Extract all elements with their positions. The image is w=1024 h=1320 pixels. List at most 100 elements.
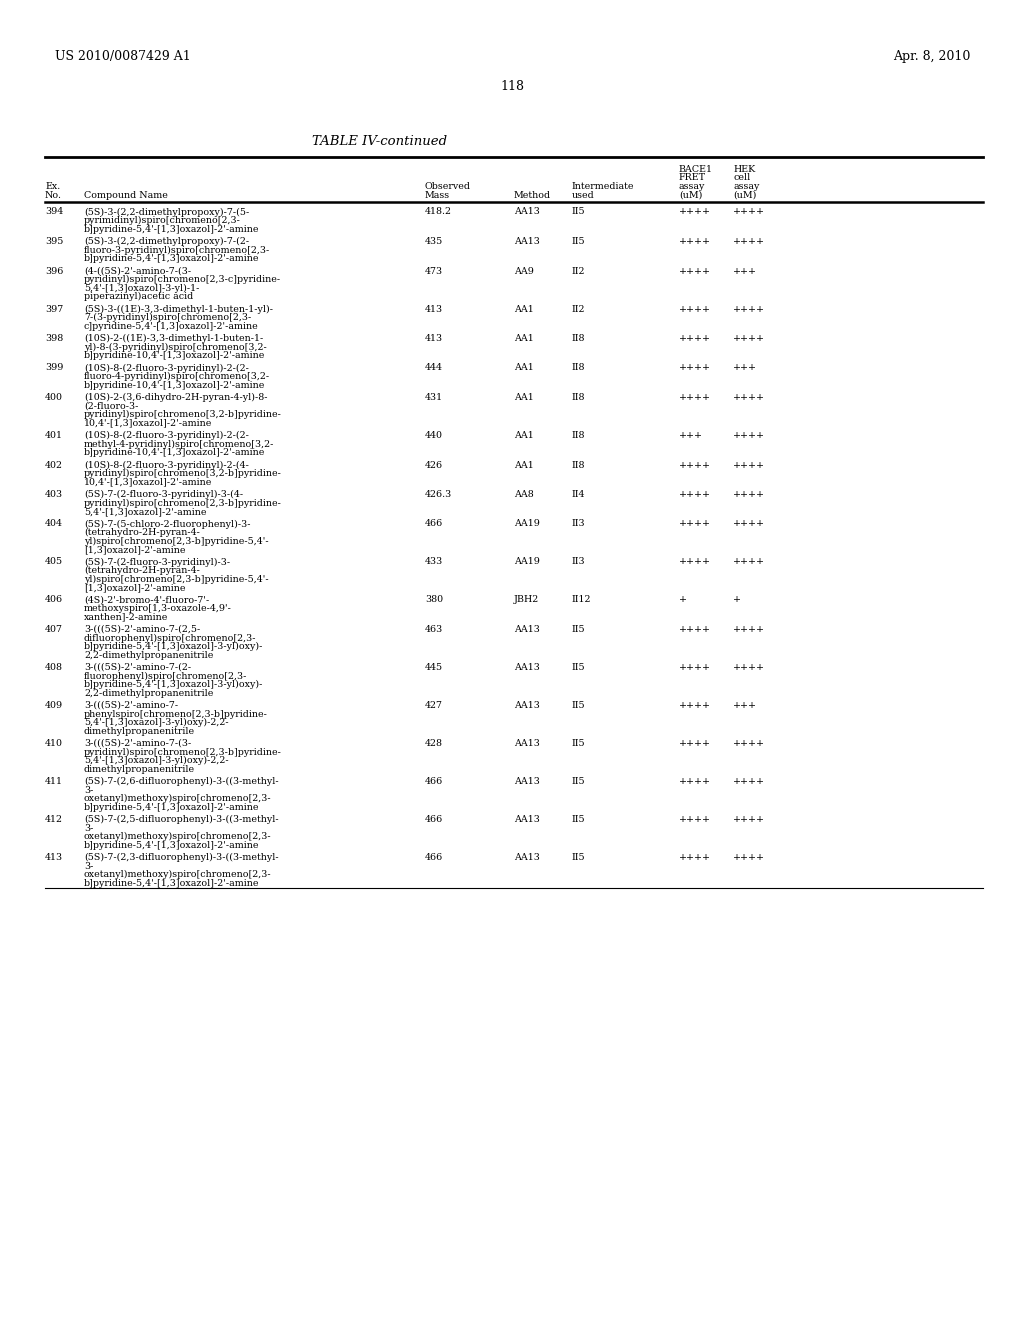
Text: ++++: ++++ xyxy=(733,520,765,528)
Text: assay: assay xyxy=(733,182,760,191)
Text: pyridinyl)spiro[chromeno[3,2-b]pyridine-: pyridinyl)spiro[chromeno[3,2-b]pyridine- xyxy=(84,469,282,478)
Text: yl)-8-(3-pyridinyl)spiro[chromeno[3,2-: yl)-8-(3-pyridinyl)spiro[chromeno[3,2- xyxy=(84,342,266,351)
Text: II5: II5 xyxy=(571,701,585,710)
Text: Intermediate: Intermediate xyxy=(571,182,634,191)
Text: ++++: ++++ xyxy=(679,663,711,672)
Text: II5: II5 xyxy=(571,814,585,824)
Text: 412: 412 xyxy=(45,814,63,824)
Text: 3-: 3- xyxy=(84,785,93,795)
Text: (10S)-2-((1E)-3,3-dimethyl-1-buten-1-: (10S)-2-((1E)-3,3-dimethyl-1-buten-1- xyxy=(84,334,263,343)
Text: Observed: Observed xyxy=(425,182,471,191)
Text: 431: 431 xyxy=(425,393,443,403)
Text: 426: 426 xyxy=(425,461,443,470)
Text: ++++: ++++ xyxy=(733,739,765,748)
Text: 2,2-dimethylpropanenitrile: 2,2-dimethylpropanenitrile xyxy=(84,651,213,660)
Text: (10S)-8-(2-fluoro-3-pyridinyl)-2-(2-: (10S)-8-(2-fluoro-3-pyridinyl)-2-(2- xyxy=(84,363,249,372)
Text: 3-: 3- xyxy=(84,824,93,833)
Text: ++++: ++++ xyxy=(733,624,765,634)
Text: 404: 404 xyxy=(45,520,63,528)
Text: (2-fluoro-3-: (2-fluoro-3- xyxy=(84,401,138,411)
Text: AA1: AA1 xyxy=(514,305,534,314)
Text: HEK: HEK xyxy=(733,165,756,174)
Text: yl)spiro[chromeno[2,3-b]pyridine-5,4'-: yl)spiro[chromeno[2,3-b]pyridine-5,4'- xyxy=(84,536,268,545)
Text: +++: +++ xyxy=(679,432,702,440)
Text: II3: II3 xyxy=(571,520,585,528)
Text: fluoro-3-pyridinyl)spiro[chromeno[2,3-: fluoro-3-pyridinyl)spiro[chromeno[2,3- xyxy=(84,246,270,255)
Text: JBH2: JBH2 xyxy=(514,595,540,605)
Text: II5: II5 xyxy=(571,777,585,785)
Text: TABLE IV-continued: TABLE IV-continued xyxy=(312,135,447,148)
Text: AA8: AA8 xyxy=(514,490,534,499)
Text: 418.2: 418.2 xyxy=(425,207,452,216)
Text: 411: 411 xyxy=(45,777,63,785)
Text: (tetrahydro-2H-pyran-4-: (tetrahydro-2H-pyran-4- xyxy=(84,566,200,576)
Text: No.: No. xyxy=(45,190,62,199)
Text: 413: 413 xyxy=(425,305,443,314)
Text: 466: 466 xyxy=(425,853,443,862)
Text: AA19: AA19 xyxy=(514,520,540,528)
Text: AA1: AA1 xyxy=(514,432,534,440)
Text: 7-(3-pyridinyl)spiro[chromeno[2,3-: 7-(3-pyridinyl)spiro[chromeno[2,3- xyxy=(84,313,251,322)
Text: 466: 466 xyxy=(425,520,443,528)
Text: 5,4'-[1,3]oxazol]-3-yl)oxy)-2,2-: 5,4'-[1,3]oxazol]-3-yl)oxy)-2,2- xyxy=(84,718,228,727)
Text: +: + xyxy=(679,595,687,605)
Text: 3-(((5S)-2'-amino-7-: 3-(((5S)-2'-amino-7- xyxy=(84,701,178,710)
Text: ++++: ++++ xyxy=(733,490,765,499)
Text: +++: +++ xyxy=(733,267,757,276)
Text: 400: 400 xyxy=(45,393,63,403)
Text: dimethylpropanenitrile: dimethylpropanenitrile xyxy=(84,726,196,735)
Text: ++++: ++++ xyxy=(679,624,711,634)
Text: ++++: ++++ xyxy=(679,461,711,470)
Text: 396: 396 xyxy=(45,267,63,276)
Text: b]pyridine-10,4'-[1,3]oxazol]-2'-amine: b]pyridine-10,4'-[1,3]oxazol]-2'-amine xyxy=(84,351,265,360)
Text: pyridinyl)spiro[chromeno[2,3-b]pyridine-: pyridinyl)spiro[chromeno[2,3-b]pyridine- xyxy=(84,499,282,508)
Text: 463: 463 xyxy=(425,624,443,634)
Text: II2: II2 xyxy=(571,305,585,314)
Text: 406: 406 xyxy=(45,595,63,605)
Text: c]pyridine-5,4'-[1,3]oxazol]-2'-amine: c]pyridine-5,4'-[1,3]oxazol]-2'-amine xyxy=(84,322,259,330)
Text: AA13: AA13 xyxy=(514,701,540,710)
Text: 10,4'-[1,3]oxazol]-2'-amine: 10,4'-[1,3]oxazol]-2'-amine xyxy=(84,418,212,428)
Text: II4: II4 xyxy=(571,490,585,499)
Text: dimethylpropanenitrile: dimethylpropanenitrile xyxy=(84,764,196,774)
Text: AA1: AA1 xyxy=(514,393,534,403)
Text: 2,2-dimethylpropanenitrile: 2,2-dimethylpropanenitrile xyxy=(84,689,213,697)
Text: 473: 473 xyxy=(425,267,443,276)
Text: 5,4'-[1,3]oxazol]-3-yl)-1-: 5,4'-[1,3]oxazol]-3-yl)-1- xyxy=(84,284,200,293)
Text: 402: 402 xyxy=(45,461,63,470)
Text: pyridinyl)spiro[chromeno[3,2-b]pyridine-: pyridinyl)spiro[chromeno[3,2-b]pyridine- xyxy=(84,411,282,420)
Text: b]pyridine-5,4'-[1,3]oxazol]-2'-amine: b]pyridine-5,4'-[1,3]oxazol]-2'-amine xyxy=(84,253,259,263)
Text: ++++: ++++ xyxy=(733,334,765,343)
Text: difluorophenyl)spiro[chromeno[2,3-: difluorophenyl)spiro[chromeno[2,3- xyxy=(84,634,256,643)
Text: Apr. 8, 2010: Apr. 8, 2010 xyxy=(893,50,970,63)
Text: (5S)-3-((1E)-3,3-dimethyl-1-buten-1-yl)-: (5S)-3-((1E)-3,3-dimethyl-1-buten-1-yl)- xyxy=(84,305,273,314)
Text: 118: 118 xyxy=(500,81,524,92)
Text: Method: Method xyxy=(514,190,551,199)
Text: 466: 466 xyxy=(425,777,443,785)
Text: 394: 394 xyxy=(45,207,63,216)
Text: 3-(((5S)-2'-amino-7-(2,5-: 3-(((5S)-2'-amino-7-(2,5- xyxy=(84,624,201,634)
Text: II3: II3 xyxy=(571,557,585,566)
Text: (10S)-8-(2-fluoro-3-pyridinyl)-2-(4-: (10S)-8-(2-fluoro-3-pyridinyl)-2-(4- xyxy=(84,461,249,470)
Text: II5: II5 xyxy=(571,853,585,862)
Text: (5S)-7-(2,3-difluorophenyl)-3-((3-methyl-: (5S)-7-(2,3-difluorophenyl)-3-((3-methyl… xyxy=(84,853,279,862)
Text: 3-(((5S)-2'-amino-7-(2-: 3-(((5S)-2'-amino-7-(2- xyxy=(84,663,191,672)
Text: phenylspiro[chromeno[2,3-b]pyridine-: phenylspiro[chromeno[2,3-b]pyridine- xyxy=(84,710,268,718)
Text: 405: 405 xyxy=(45,557,63,566)
Text: 433: 433 xyxy=(425,557,443,566)
Text: II2: II2 xyxy=(571,267,585,276)
Text: [1,3]oxazol]-2'-amine: [1,3]oxazol]-2'-amine xyxy=(84,545,185,554)
Text: assay: assay xyxy=(679,182,706,191)
Text: 440: 440 xyxy=(425,432,443,440)
Text: AA13: AA13 xyxy=(514,238,540,246)
Text: (uM): (uM) xyxy=(679,190,702,199)
Text: AA13: AA13 xyxy=(514,814,540,824)
Text: b]pyridine-5,4'-[1,3]oxazol]-2'-amine: b]pyridine-5,4'-[1,3]oxazol]-2'-amine xyxy=(84,224,259,234)
Text: +++: +++ xyxy=(733,363,757,372)
Text: fluorophenyl)spiro[chromeno[2,3-: fluorophenyl)spiro[chromeno[2,3- xyxy=(84,672,248,681)
Text: 5,4'-[1,3]oxazol]-2'-amine: 5,4'-[1,3]oxazol]-2'-amine xyxy=(84,507,207,516)
Text: oxetanyl)methoxy)spiro[chromeno[2,3-: oxetanyl)methoxy)spiro[chromeno[2,3- xyxy=(84,870,271,879)
Text: Ex.: Ex. xyxy=(45,182,60,191)
Text: cell: cell xyxy=(733,173,751,182)
Text: fluoro-4-pyridinyl)spiro[chromeno[3,2-: fluoro-4-pyridinyl)spiro[chromeno[3,2- xyxy=(84,372,270,381)
